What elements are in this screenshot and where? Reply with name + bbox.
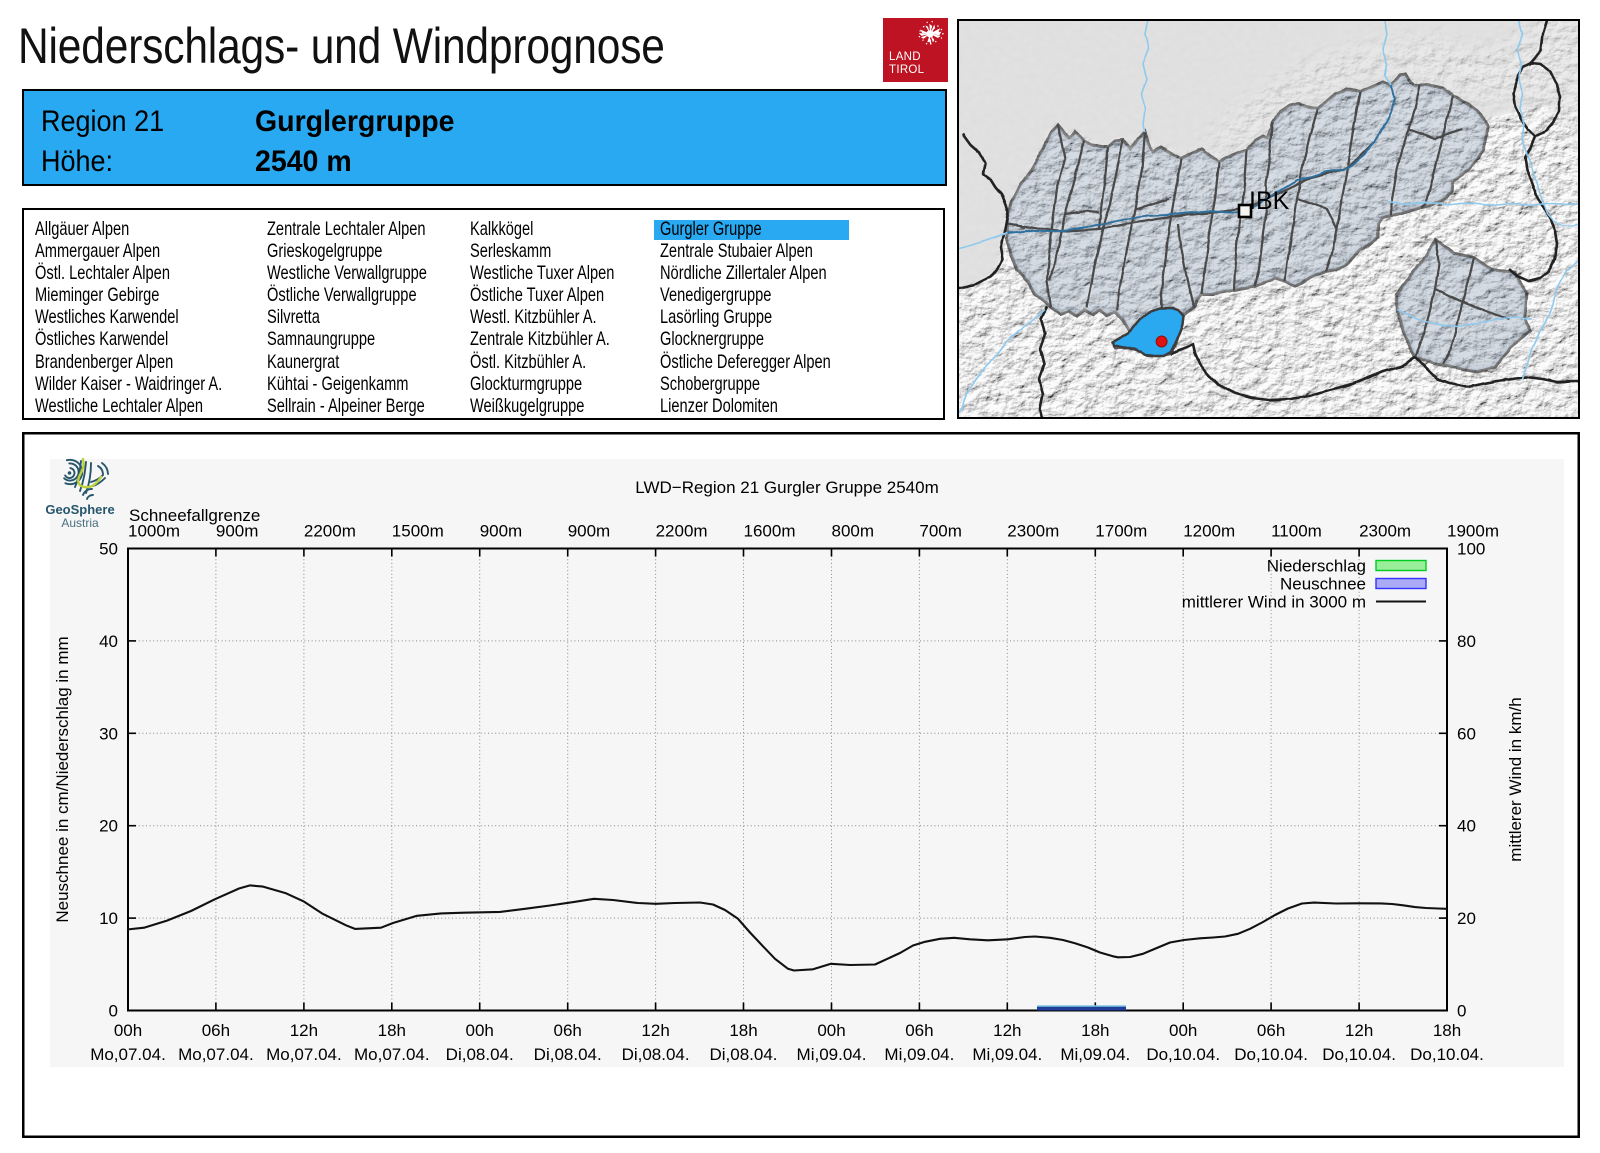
svg-text:18h: 18h [1081,1021,1109,1040]
svg-text:00h: 00h [114,1021,142,1040]
svg-text:2300m: 2300m [1007,522,1059,541]
svg-text:1700m: 1700m [1095,522,1147,541]
svg-text:10: 10 [99,909,118,928]
svg-text:Mi,09.04.: Mi,09.04. [1060,1045,1130,1064]
svg-text:900m: 900m [480,522,523,541]
svg-text:Mo,07.04.: Mo,07.04. [178,1045,254,1064]
svg-text:Di,08.04.: Di,08.04. [534,1045,602,1064]
svg-text:12h: 12h [290,1021,318,1040]
svg-text:700m: 700m [919,522,962,541]
svg-text:Austria: Austria [61,516,99,530]
svg-text:06h: 06h [905,1021,933,1040]
svg-text:Do,10.04.: Do,10.04. [1146,1045,1220,1064]
svg-text:18h: 18h [1433,1021,1461,1040]
svg-text:00h: 00h [1169,1021,1197,1040]
svg-text:Mo,07.04.: Mo,07.04. [266,1045,342,1064]
svg-text:12h: 12h [1345,1021,1373,1040]
svg-text:Di,08.04.: Di,08.04. [446,1045,514,1064]
svg-text:06h: 06h [202,1021,230,1040]
svg-text:Mo,07.04.: Mo,07.04. [90,1045,166,1064]
svg-text:Mi,09.04.: Mi,09.04. [884,1045,954,1064]
svg-text:30: 30 [99,724,118,743]
svg-text:00h: 00h [817,1021,845,1040]
svg-text:mittlerer Wind in km/h: mittlerer Wind in km/h [1506,697,1525,861]
svg-text:Mo,07.04.: Mo,07.04. [354,1045,430,1064]
svg-text:LWD−Region 21 Gurgler Gruppe 2: LWD−Region 21 Gurgler Gruppe 2540m [635,478,939,497]
svg-text:800m: 800m [832,522,875,541]
svg-text:IBK: IBK [1249,187,1290,215]
svg-text:1500m: 1500m [392,522,444,541]
svg-text:00h: 00h [466,1021,494,1040]
svg-text:Schneefallgrenze: Schneefallgrenze [129,506,260,525]
svg-text:Do,10.04.: Do,10.04. [1234,1045,1308,1064]
svg-text:1100m: 1100m [1271,522,1322,541]
svg-text:Do,10.04.: Do,10.04. [1322,1045,1396,1064]
svg-text:Di,08.04.: Di,08.04. [622,1045,690,1064]
svg-text:20: 20 [99,817,118,836]
svg-text:2200m: 2200m [304,522,356,541]
svg-text:Di,08.04.: Di,08.04. [709,1045,777,1064]
svg-text:40: 40 [99,632,118,651]
svg-text:60: 60 [1457,724,1476,743]
svg-text:1200m: 1200m [1183,522,1235,541]
svg-text:mittlerer Wind in 3000 m: mittlerer Wind in 3000 m [1182,593,1366,612]
svg-text:06h: 06h [554,1021,582,1040]
svg-text:2200m: 2200m [656,522,708,541]
svg-text:80: 80 [1457,632,1476,651]
svg-text:50: 50 [99,540,118,559]
svg-text:20: 20 [1457,909,1476,928]
svg-text:Mi,09.04.: Mi,09.04. [972,1045,1042,1064]
svg-text:900m: 900m [216,522,259,541]
svg-text:Mi,09.04.: Mi,09.04. [797,1045,867,1064]
svg-text:1600m: 1600m [744,522,796,541]
svg-text:Neuschnee in cm/Niederschlag i: Neuschnee in cm/Niederschlag in mm [53,636,72,922]
svg-text:100: 100 [1457,540,1485,559]
svg-text:0: 0 [109,1002,118,1021]
svg-text:18h: 18h [729,1021,757,1040]
svg-text:12h: 12h [993,1021,1021,1040]
svg-text:18h: 18h [378,1021,406,1040]
svg-text:Niederschlag: Niederschlag [1267,557,1366,576]
svg-text:1000m: 1000m [128,522,180,541]
svg-text:GeoSphere: GeoSphere [45,502,114,517]
svg-text:900m: 900m [568,522,611,541]
svg-text:12h: 12h [641,1021,669,1040]
svg-text:06h: 06h [1257,1021,1285,1040]
svg-text:2300m: 2300m [1359,522,1411,541]
svg-text:Neuschnee: Neuschnee [1280,575,1366,594]
svg-text:40: 40 [1457,817,1476,836]
svg-text:0: 0 [1457,1002,1466,1021]
svg-text:Do,10.04.: Do,10.04. [1410,1045,1484,1064]
svg-text:1900m: 1900m [1447,522,1499,541]
